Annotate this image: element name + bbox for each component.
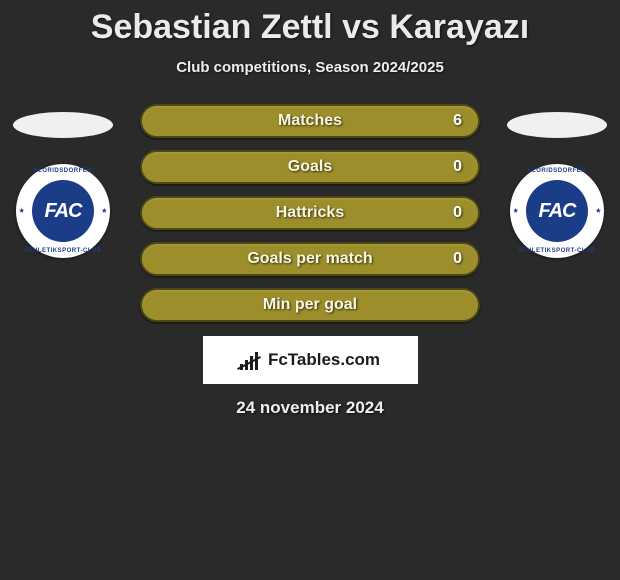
stat-row-min-per-goal: Min per goal	[140, 288, 480, 322]
brand-chart-icon	[240, 350, 262, 370]
badge-ring-star-right: ★	[102, 208, 107, 215]
page-title: Sebastian Zettl vs Karayazı	[0, 0, 620, 47]
player-right-column: FLORIDSDORFER ★ ★ FAC ATHLETIKSPORT-CLUB	[502, 112, 612, 258]
stat-label: Matches	[278, 112, 342, 130]
stat-label: Hattricks	[276, 204, 344, 222]
badge-ring-bottom: ATHLETIKSPORT-CLUB	[24, 248, 101, 254]
badge-ring-star-right: ★	[596, 208, 601, 215]
badge-ring-star-left: ★	[19, 208, 24, 215]
stat-value-right: 0	[453, 204, 462, 222]
brand-text: FcTables.com	[268, 350, 380, 370]
badge-ring-bottom: ATHLETIKSPORT-CLUB	[518, 248, 595, 254]
badge-ring-top: FLORIDSDORFER	[528, 168, 586, 174]
comparison-main: FLORIDSDORFER ★ ★ FAC ATHLETIKSPORT-CLUB…	[0, 104, 620, 418]
stat-value-right: 6	[453, 112, 462, 130]
stat-label: Goals	[288, 158, 332, 176]
player-left-column: FLORIDSDORFER ★ ★ FAC ATHLETIKSPORT-CLUB	[8, 112, 118, 258]
stat-label: Goals per match	[247, 250, 372, 268]
stat-value-right: 0	[453, 250, 462, 268]
footer-brand-box: FcTables.com	[203, 336, 418, 384]
stat-row-goals: Goals 0	[140, 150, 480, 184]
player-left-club-badge: FLORIDSDORFER ★ ★ FAC ATHLETIKSPORT-CLUB	[16, 164, 110, 258]
stats-list: Matches 6 Goals 0 Hattricks 0 Goals per …	[140, 104, 480, 322]
badge-inner-abbr: FAC	[32, 180, 94, 242]
player-left-avatar	[13, 112, 113, 138]
stat-row-hattricks: Hattricks 0	[140, 196, 480, 230]
stat-label: Min per goal	[263, 296, 357, 314]
stat-value-right: 0	[453, 158, 462, 176]
badge-ring-top: FLORIDSDORFER	[34, 168, 92, 174]
footer-date: 24 november 2024	[0, 398, 620, 418]
badge-ring-star-left: ★	[513, 208, 518, 215]
stat-row-goals-per-match: Goals per match 0	[140, 242, 480, 276]
stat-row-matches: Matches 6	[140, 104, 480, 138]
badge-inner-abbr: FAC	[526, 180, 588, 242]
player-right-avatar	[507, 112, 607, 138]
player-right-club-badge: FLORIDSDORFER ★ ★ FAC ATHLETIKSPORT-CLUB	[510, 164, 604, 258]
subtitle: Club competitions, Season 2024/2025	[0, 59, 620, 76]
